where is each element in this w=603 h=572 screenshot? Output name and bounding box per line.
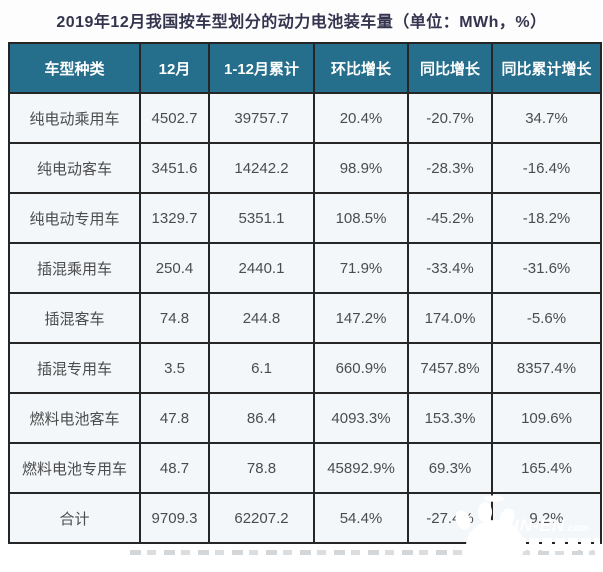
cell-value: -20.7% (407, 92, 493, 144)
table-header-row: 车型种类 12月 1-12月累计 环比增长 同比增长 同比累计增长 (8, 42, 602, 94)
table-row: 插混专用车 3.5 6.1 660.9% 7457.8% 8357.4% (8, 342, 602, 394)
cell-value: 147.2% (313, 292, 409, 344)
table-row: 燃料电池专用车 48.7 78.8 45892.9% 69.3% 165.4% (8, 442, 602, 494)
cell-value: 2440.1 (208, 242, 315, 294)
cell-value: 153.3% (407, 392, 493, 444)
cell-value: 4093.3% (313, 392, 409, 444)
in-en-watermark: IN-EN.com (448, 491, 603, 572)
cell-category: 燃料电池专用车 (8, 442, 141, 494)
cell-value: -33.4% (407, 242, 493, 294)
cell-value: -18.2% (491, 192, 602, 244)
cell-value: 14242.2 (208, 142, 315, 194)
title-band: 2019年12月我国按车型划分的动力电池装车量（单位：MWh，%） (0, 0, 603, 40)
header-vehicle-type: 车型种类 (8, 42, 141, 94)
header-yoy-cum-growth: 同比累计增长 (491, 42, 602, 94)
cell-value: 86.4 (208, 392, 315, 444)
cell-value: 109.6% (491, 392, 602, 444)
watermark-text: IN-EN.com (514, 516, 589, 535)
page-title: 2019年12月我国按车型划分的动力电池装车量（单位：MWh，%） (56, 14, 547, 31)
cell-value: -5.6% (491, 292, 602, 344)
table-row: 燃料电池客车 47.8 86.4 4093.3% 153.3% 109.6% (8, 392, 602, 444)
cell-value: -16.4% (491, 142, 602, 194)
cell-value: 98.9% (313, 142, 409, 194)
cell-value: 4502.7 (139, 92, 210, 144)
cell-value: 20.4% (313, 92, 409, 144)
cell-value: 69.3% (407, 442, 493, 494)
table-row: 纯电动客车 3451.6 14242.2 98.9% -28.3% -16.4% (8, 142, 602, 194)
cell-value: 244.8 (208, 292, 315, 344)
table-row: 纯电动专用车 1329.7 5351.1 108.5% -45.2% -18.2… (8, 192, 602, 244)
cell-value: 48.7 (139, 442, 210, 494)
cell-value: 78.8 (208, 442, 315, 494)
paw-toe-icon (478, 502, 492, 522)
cell-value: 7457.8% (407, 342, 493, 394)
header-ytd: 1-12月累计 (208, 42, 315, 94)
cell-value: -31.6% (491, 242, 602, 294)
battery-installation-table: 车型种类 12月 1-12月累计 环比增长 同比增长 同比累计增长 纯电动乘用车… (8, 42, 602, 544)
table-row: 插混乘用车 250.4 2440.1 71.9% -33.4% -31.6% (8, 242, 602, 294)
cell-value: 74.8 (139, 292, 210, 344)
cell-category: 插混专用车 (8, 342, 141, 394)
cell-value: 39757.7 (208, 92, 315, 144)
cell-value: 1329.7 (139, 192, 210, 244)
cell-value: 5351.1 (208, 192, 315, 244)
cell-category: 合计 (8, 492, 141, 544)
cell-value: -45.2% (407, 192, 493, 244)
cell-category: 纯电动专用车 (8, 192, 141, 244)
header-mom-growth: 环比增长 (313, 42, 409, 94)
cell-value: 250.4 (139, 242, 210, 294)
cell-value: 165.4% (491, 442, 602, 494)
cell-value: 108.5% (313, 192, 409, 244)
header-yoy-growth: 同比增长 (407, 42, 493, 94)
cell-value: 45892.9% (313, 442, 409, 494)
cell-value: 9709.3 (139, 492, 210, 544)
table-row: 纯电动乘用车 4502.7 39757.7 20.4% -20.7% 34.7% (8, 92, 602, 144)
cell-value: 8357.4% (491, 342, 602, 394)
cell-value: 174.0% (407, 292, 493, 344)
cell-value: 34.7% (491, 92, 602, 144)
cell-value: 3.5 (139, 342, 210, 394)
paw-toe-icon (452, 508, 474, 532)
cell-value: 660.9% (313, 342, 409, 394)
cell-value: 47.8 (139, 392, 210, 444)
table-row: 插混客车 74.8 244.8 147.2% 174.0% -5.6% (8, 292, 602, 344)
cell-category: 纯电动客车 (8, 142, 141, 194)
cell-value: 62207.2 (208, 492, 315, 544)
cell-value: 3451.6 (139, 142, 210, 194)
cell-category: 插混客车 (8, 292, 141, 344)
cell-value: -28.3% (407, 142, 493, 194)
cell-value: 71.9% (313, 242, 409, 294)
cell-value: 54.4% (313, 492, 409, 544)
watermark-cjk-blocks (516, 538, 600, 551)
cell-category: 纯电动乘用车 (8, 92, 141, 144)
cell-value: 6.1 (208, 342, 315, 394)
cell-category: 插混乘用车 (8, 242, 141, 294)
header-december: 12月 (139, 42, 210, 94)
clipped-caption-text (130, 550, 595, 555)
cell-category: 燃料电池客车 (8, 392, 141, 444)
